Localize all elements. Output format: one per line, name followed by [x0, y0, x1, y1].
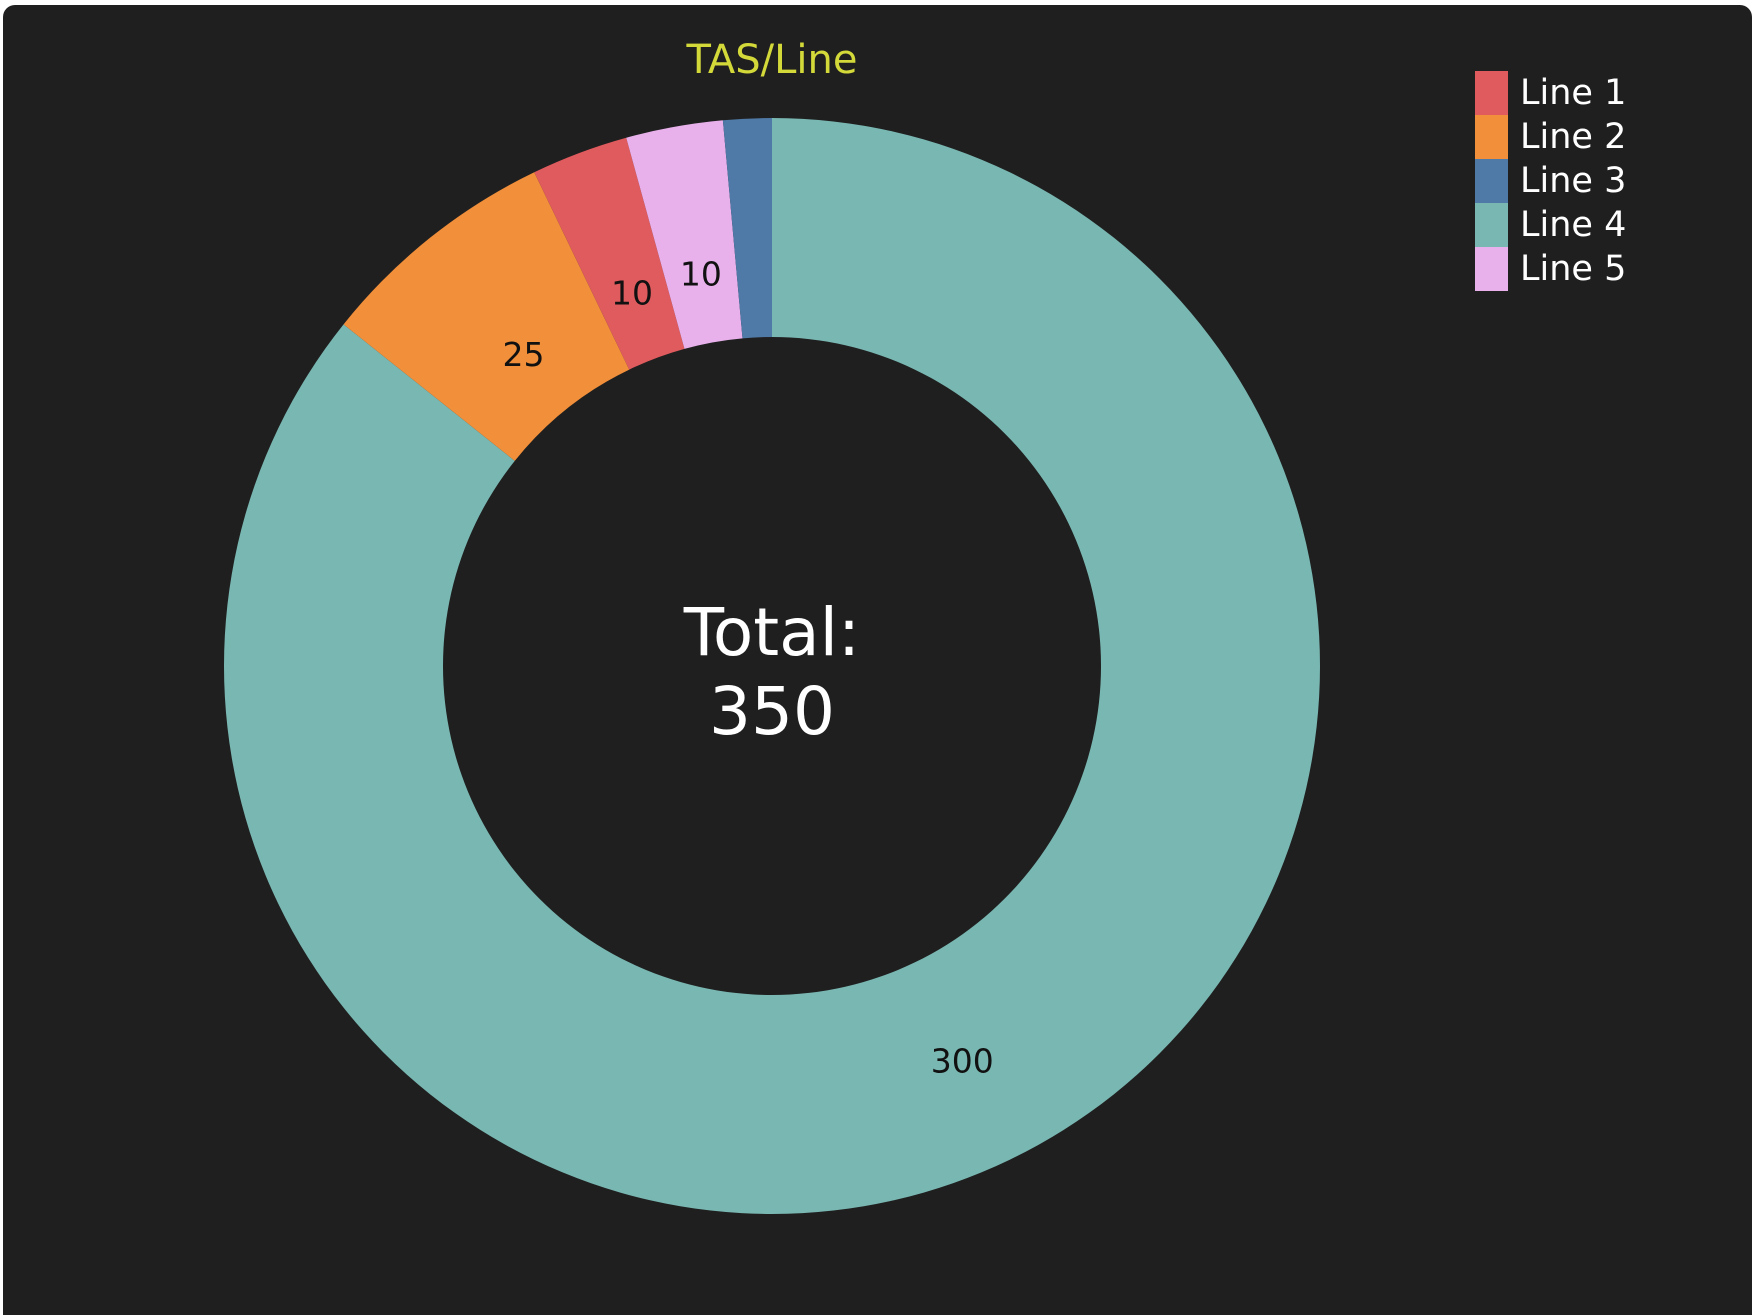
- slice-labels-group: 300 25 10 10: [503, 254, 994, 1080]
- legend-swatch-line-3[interactable]: [1475, 159, 1508, 203]
- slice-line-2[interactable]: [343, 172, 630, 461]
- center-total-label: Total:: [683, 594, 860, 671]
- slice-label-line-4: 300: [931, 1042, 994, 1081]
- legend-label-line-5[interactable]: Line 5: [1520, 249, 1626, 289]
- legend-swatch-line-1[interactable]: [1475, 71, 1508, 115]
- legend-label-line-1[interactable]: Line 1: [1520, 73, 1626, 113]
- legend-label-line-3[interactable]: Line 3: [1520, 161, 1626, 201]
- legend-label-line-2[interactable]: Line 2: [1520, 117, 1626, 157]
- chart-title: TAS/Line: [686, 37, 858, 83]
- chart-card: TAS/Line 300 25 10 10 Total: 350 Line 1 Line…: [3, 5, 1752, 1315]
- slice-label-line-1: 10: [611, 273, 653, 312]
- legend-swatch-line-2[interactable]: [1475, 115, 1508, 159]
- legend-swatch-line-4[interactable]: [1475, 203, 1508, 247]
- slices-group: [223, 118, 1320, 1214]
- slice-line-1[interactable]: [534, 137, 685, 370]
- slice-label-line-5: 10: [680, 254, 722, 293]
- slice-line-3[interactable]: [722, 118, 772, 339]
- center-total-value: 350: [709, 673, 835, 750]
- slice-line-4[interactable]: [223, 118, 1320, 1214]
- slice-label-line-2: 25: [503, 335, 545, 374]
- legend-swatch-line-5[interactable]: [1475, 247, 1508, 291]
- slice-line-5[interactable]: [626, 120, 743, 349]
- legend-label-line-4[interactable]: Line 4: [1520, 205, 1626, 245]
